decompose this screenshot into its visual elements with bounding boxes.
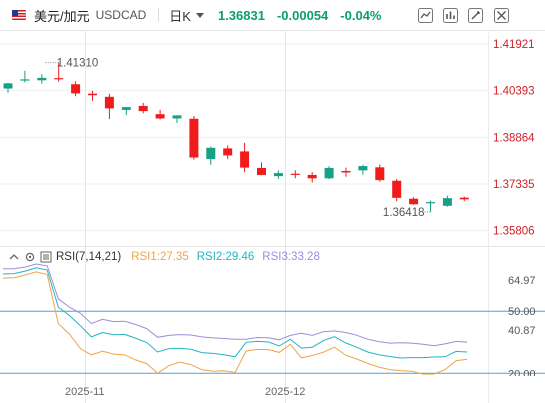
price-change: -0.00054 xyxy=(276,7,329,23)
high-annotation: 1.41310 xyxy=(57,58,99,70)
candle-body xyxy=(3,83,13,89)
candle-body xyxy=(307,174,317,179)
grid-vline xyxy=(85,30,86,403)
pair-name: 美元/加元 xyxy=(34,8,90,24)
interval-selector[interactable]: 日K xyxy=(169,6,204,25)
indicator-icon[interactable] xyxy=(443,8,458,23)
candle-body xyxy=(392,180,402,198)
line-chart-icon[interactable] xyxy=(418,8,433,23)
interval-label: 日K xyxy=(169,8,191,24)
rsi-indicator-chart[interactable]: 64.97 50.00 40.87 20.0016.77 xyxy=(0,246,545,376)
rsi-title: RSI(7,14,21) xyxy=(56,251,122,263)
header-bar: 美元/加元 USDCAD 日K 1.36831 -0.00054 -0.04% xyxy=(0,0,545,30)
rsi-axis-tick: 40.87 xyxy=(508,325,536,337)
chevron-down-icon xyxy=(195,12,204,18)
us-flag-icon xyxy=(12,10,26,20)
rsi-line-rsi2 xyxy=(2,267,468,359)
candle-body xyxy=(375,167,385,181)
candle-body xyxy=(172,115,182,119)
price-candlestick-chart[interactable]: 1.41921 1.40393 1.38864 1.37335 1.35806 1.413… xyxy=(0,30,545,246)
divider xyxy=(158,8,160,22)
candle-body xyxy=(409,198,419,205)
candle-body xyxy=(155,114,165,119)
candle-body xyxy=(138,105,148,112)
candle-body xyxy=(324,167,334,179)
pane-divider xyxy=(0,246,545,247)
candle-body xyxy=(223,148,233,156)
candle-body xyxy=(442,198,452,206)
shrink-icon[interactable] xyxy=(494,8,509,23)
x-axis-label: 2025-12 xyxy=(265,386,306,398)
candle-body xyxy=(88,93,97,96)
rsi-line-rsi3 xyxy=(3,263,468,347)
y-axis-tick: 1.40393 xyxy=(493,86,535,98)
candle-body xyxy=(290,173,300,175)
rsi-line-rsi1 xyxy=(2,271,468,375)
indicator-list-icon[interactable] xyxy=(40,251,52,263)
candle-body xyxy=(240,151,250,168)
candle-body xyxy=(37,77,47,81)
last-price: 1.36831 xyxy=(217,7,265,23)
x-axis-label: 2025-11 xyxy=(65,386,105,398)
candle-body xyxy=(71,84,81,94)
rsi-axis-tick: 20.00 xyxy=(508,368,536,376)
candle-body xyxy=(189,118,199,158)
low-annotation: 1.36418 xyxy=(383,207,425,219)
candle-body xyxy=(257,167,266,175)
settings-icon[interactable] xyxy=(24,251,36,263)
rsi-legend: RSI(7,14,21) RSI1:27.35 RSI2:29.46 RSI3:… xyxy=(8,251,320,263)
y-axis-tick: 1.35806 xyxy=(493,226,535,238)
collapse-arrow-icon[interactable] xyxy=(8,251,20,263)
axis-divider xyxy=(488,30,489,403)
y-axis-tick: 1.41921 xyxy=(493,39,535,51)
rsi1-value: RSI1:27.35 xyxy=(131,251,189,263)
rsi-axis-tick: 64.97 xyxy=(508,275,536,287)
candle-body xyxy=(341,170,351,173)
drawing-icon[interactable] xyxy=(468,8,483,23)
rsi2-value: RSI2:29.46 xyxy=(196,251,255,263)
candle-body xyxy=(121,107,131,110)
y-axis-tick: 1.37335 xyxy=(493,179,535,191)
candle-body xyxy=(358,166,368,171)
price-change-pct: -0.04% xyxy=(340,7,382,23)
candle-body xyxy=(459,197,469,200)
candle-body xyxy=(104,96,114,109)
rsi-axis-tick: 16.77 xyxy=(508,375,536,376)
candle-body xyxy=(54,78,64,80)
rsi3-value: RSI3:33.28 xyxy=(262,251,320,263)
rsi-axis-tick: 50.00 xyxy=(508,306,536,318)
grid-vline xyxy=(285,30,286,403)
candle-body xyxy=(20,79,30,81)
candle-body xyxy=(206,147,216,160)
header-divider xyxy=(0,30,545,31)
symbol-code: USDCAD xyxy=(95,8,147,22)
y-axis-tick: 1.38864 xyxy=(493,132,535,144)
candle-body xyxy=(426,202,435,204)
candle-body xyxy=(273,173,283,177)
